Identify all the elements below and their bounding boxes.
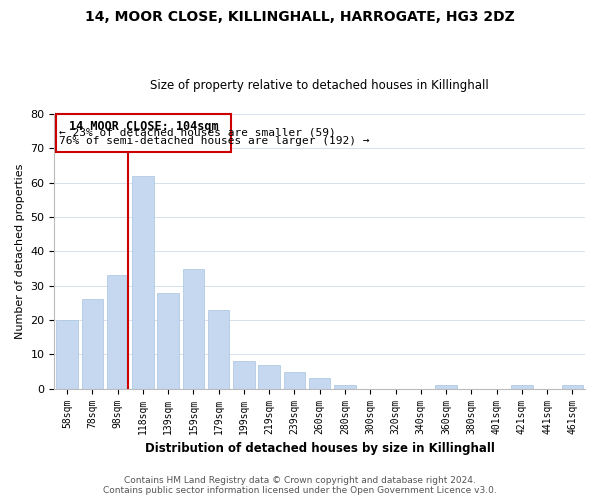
Text: 14, MOOR CLOSE, KILLINGHALL, HARROGATE, HG3 2DZ: 14, MOOR CLOSE, KILLINGHALL, HARROGATE, …	[85, 10, 515, 24]
Bar	[334, 386, 356, 388]
Bar	[309, 378, 331, 388]
Bar	[157, 292, 179, 388]
Bar	[284, 372, 305, 388]
Bar	[107, 276, 128, 388]
Bar	[233, 361, 254, 388]
Text: 76% of semi-detached houses are larger (192) →: 76% of semi-detached houses are larger (…	[59, 136, 370, 146]
Text: 14 MOOR CLOSE: 104sqm: 14 MOOR CLOSE: 104sqm	[68, 120, 218, 133]
Text: ← 23% of detached houses are smaller (59): ← 23% of detached houses are smaller (59…	[59, 128, 336, 138]
Bar	[56, 114, 231, 152]
Bar	[82, 300, 103, 388]
Bar	[259, 364, 280, 388]
Text: Contains HM Land Registry data © Crown copyright and database right 2024.
Contai: Contains HM Land Registry data © Crown c…	[103, 476, 497, 495]
X-axis label: Distribution of detached houses by size in Killinghall: Distribution of detached houses by size …	[145, 442, 494, 455]
Bar	[56, 320, 78, 388]
Y-axis label: Number of detached properties: Number of detached properties	[15, 164, 25, 339]
Bar	[208, 310, 229, 388]
Title: Size of property relative to detached houses in Killinghall: Size of property relative to detached ho…	[151, 79, 489, 92]
Bar	[132, 176, 154, 388]
Bar	[562, 386, 583, 388]
Bar	[511, 386, 533, 388]
Bar	[182, 268, 204, 388]
Bar	[435, 386, 457, 388]
